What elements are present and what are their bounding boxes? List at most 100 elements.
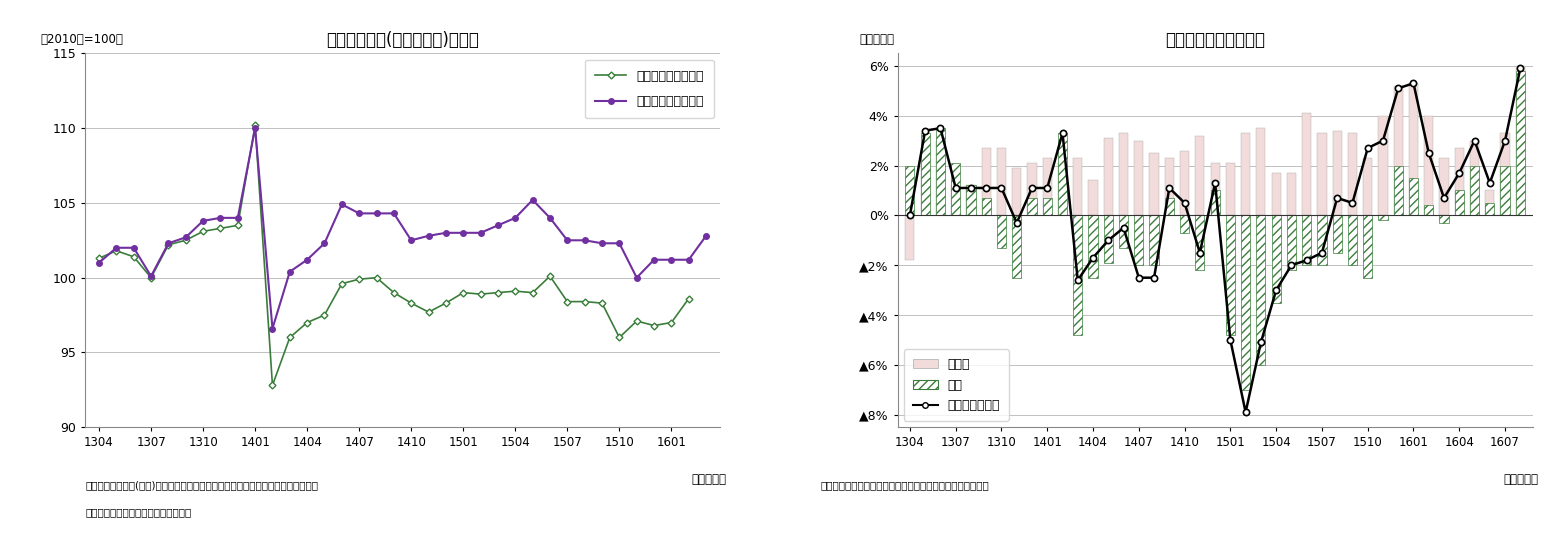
Bar	[1211, 163, 1220, 215]
小売販売額（実質）	[454, 289, 472, 296]
Bar	[1485, 191, 1494, 215]
Text: （年・月）: （年・月）	[692, 473, 726, 486]
小売販売額（名目）	[663, 256, 681, 263]
Text: （資料）日本フードサービス協会「外食産業市場動向調査」: （資料）日本フードサービス協会「外食産業市場動向調査」	[820, 481, 989, 491]
小売販売額（名目）	[229, 215, 248, 221]
小売販売額（名目）	[557, 237, 576, 244]
Bar	[1286, 173, 1296, 215]
小売販売額（実質）	[211, 225, 229, 232]
Bar	[1500, 166, 1509, 215]
Bar	[950, 185, 960, 215]
Bar	[1393, 86, 1402, 215]
小売販売額（名目）	[263, 325, 282, 332]
Bar	[1043, 158, 1051, 215]
小売販売額（名目）	[90, 260, 108, 266]
小売販売額（名目）	[489, 222, 508, 229]
Bar	[966, 185, 975, 215]
小売販売額（名目）	[176, 234, 195, 240]
Bar	[1393, 166, 1402, 215]
Line: 小売販売額（実質）: 小売販売額（実質）	[96, 123, 690, 388]
小売販売額（名目）	[402, 237, 421, 244]
小売販売額（名目）	[246, 125, 265, 131]
Text: （注）小売販売額(実質)は消費者物価指数（持家の帰属家賃を除く総合）で実質化: （注）小売販売額(実質)は消費者物価指数（持家の帰属家賃を除く総合）で実質化	[85, 481, 319, 491]
Bar	[1317, 133, 1327, 215]
Bar	[1057, 163, 1067, 215]
小売販売額（実質）	[680, 295, 698, 302]
Bar	[1515, 66, 1525, 215]
Bar	[981, 148, 991, 215]
Bar	[1241, 133, 1251, 215]
小売販売額（実質）	[142, 274, 161, 281]
Bar	[966, 185, 975, 215]
Bar	[1226, 163, 1235, 215]
Bar	[1471, 140, 1478, 215]
小売販売額（名目）	[593, 240, 611, 247]
Bar	[1104, 138, 1113, 215]
Bar	[1057, 133, 1067, 215]
Bar	[1180, 215, 1189, 233]
Bar	[1150, 153, 1158, 215]
Line: 小売販売額（名目）: 小売販売額（名目）	[96, 125, 709, 331]
Bar	[1135, 215, 1144, 265]
Bar	[1333, 215, 1342, 253]
小売販売額（実質）	[90, 255, 108, 262]
Bar	[1257, 215, 1265, 365]
Bar	[1088, 180, 1098, 215]
小売販売額（実質）	[333, 280, 351, 287]
Bar	[1364, 215, 1372, 278]
小売販売額（名目）	[680, 256, 698, 263]
小売販売額（名目）	[350, 210, 368, 217]
Bar	[997, 215, 1006, 248]
Bar	[1286, 215, 1296, 270]
小売販売額（実質）	[489, 289, 508, 296]
Legend: 小売販売額（実質）, 小売販売額（名目）: 小売販売額（実質）, 小売販売額（名目）	[585, 60, 714, 118]
小売販売額（実質）	[263, 382, 282, 389]
Text: （資料）経済産業省「商業動態統計」: （資料）経済産業省「商業動態統計」	[85, 507, 192, 517]
小売販売額（実質）	[593, 300, 611, 307]
Bar	[1317, 215, 1327, 265]
Bar	[1424, 116, 1433, 215]
Bar	[1119, 215, 1128, 248]
Bar	[1378, 116, 1387, 215]
小売販売額（実質）	[523, 289, 542, 296]
Bar	[1257, 128, 1265, 215]
小売販売額（名目）	[316, 240, 334, 247]
Bar	[981, 198, 991, 215]
Bar	[921, 166, 930, 215]
Bar	[1455, 191, 1464, 215]
小売販売額（名目）	[194, 218, 212, 224]
Text: （2010年=100）: （2010年=100）	[40, 33, 124, 46]
小売販売額（実質）	[194, 228, 212, 234]
Bar	[1135, 140, 1144, 215]
Bar	[1012, 215, 1022, 278]
Title: 外食産業売上高の推移: 外食産業売上高の推移	[1166, 31, 1265, 49]
Bar	[1471, 166, 1478, 215]
小売販売額（名目）	[297, 256, 316, 263]
Bar	[1348, 133, 1358, 215]
Bar	[1455, 148, 1464, 215]
小売販売額（実質）	[420, 309, 438, 315]
小売販売額（名目）	[610, 240, 628, 247]
Bar	[1440, 215, 1449, 223]
Bar	[1164, 198, 1173, 215]
Title: 小売業販売額(名目・実質)の推移: 小売業販売額(名目・実質)の推移	[327, 31, 478, 49]
Bar	[906, 166, 915, 215]
小売販売額（名目）	[367, 210, 385, 217]
小売販売額（名目）	[159, 240, 178, 247]
Bar	[1378, 215, 1387, 221]
Bar	[1073, 215, 1082, 335]
小売販売額（実質）	[229, 222, 248, 229]
小売販売額（実質）	[471, 291, 489, 297]
Bar	[1088, 215, 1098, 278]
小売販売額（実質）	[316, 312, 334, 318]
小売販売額（名目）	[142, 273, 161, 279]
小売販売額（実質）	[384, 289, 402, 296]
小売販売額（名目）	[697, 233, 715, 239]
小売販売額（名目）	[420, 233, 438, 239]
Bar	[1043, 198, 1051, 215]
Bar	[1302, 215, 1311, 265]
小売販売額（実質）	[350, 276, 368, 282]
Bar	[950, 163, 960, 215]
Bar	[1226, 215, 1235, 335]
小売販売額（実質）	[576, 299, 594, 305]
